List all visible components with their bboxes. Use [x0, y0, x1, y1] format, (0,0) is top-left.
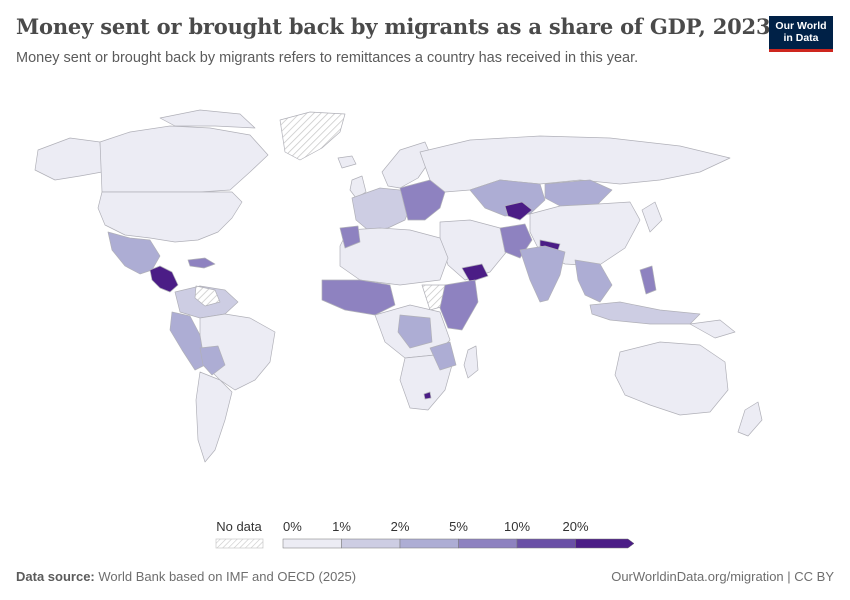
legend-swatch[interactable] [516, 538, 576, 549]
yemen-region[interactable] [461, 263, 489, 283]
scandinavia-region[interactable] [381, 141, 433, 189]
drc-region[interactable] [397, 314, 433, 349]
japan-region[interactable] [641, 201, 663, 233]
russia-region[interactable] [419, 135, 731, 193]
greenland-region[interactable] [279, 111, 346, 161]
southern-cone-region[interactable] [195, 371, 233, 463]
legend-no-data-swatch[interactable] [215, 538, 264, 549]
morocco-region[interactable] [339, 225, 361, 249]
papua-region[interactable] [689, 319, 736, 339]
world-map[interactable] [0, 80, 850, 470]
legend-tick-label: 2% [391, 519, 410, 534]
owid-logo[interactable]: Our World in Data [769, 16, 833, 52]
guianas-region[interactable] [194, 285, 221, 307]
central-america-region[interactable] [149, 265, 179, 293]
tajikistan-region[interactable] [504, 201, 533, 221]
map-legend: No data 0% 1% 2% 5% 10% 20% [215, 519, 635, 549]
legend-no-data-label: No data [216, 519, 262, 534]
source-url[interactable]: OurWorldinData.org/migration | CC BY [611, 569, 834, 584]
canada-region[interactable] [99, 125, 269, 193]
data-source-text[interactable]: World Bank based on IMF and OECD (2025) [98, 569, 357, 584]
alaska-region[interactable] [34, 137, 103, 181]
legend-swatch-arrow[interactable] [575, 538, 635, 549]
data-source-label: Data source: [16, 569, 95, 584]
chart-title: Money sent or brought back by migrants a… [16, 14, 771, 39]
iceland-region[interactable] [337, 155, 357, 169]
caribbean-region[interactable] [187, 257, 216, 269]
arctic-islands-region[interactable] [159, 109, 256, 129]
legend-swatch[interactable] [399, 538, 459, 549]
legend-swatch[interactable] [282, 538, 342, 549]
legend-tick-label: 20% [562, 519, 588, 534]
new-zealand-region[interactable] [737, 401, 763, 437]
mongolia-region[interactable] [544, 179, 613, 207]
legend-swatch[interactable] [341, 538, 401, 549]
logo-line-2: in Data [783, 32, 819, 44]
chart-subtitle: Money sent or brought back by migrants r… [16, 50, 639, 66]
usa-region[interactable] [97, 191, 243, 243]
philippines-region[interactable] [639, 265, 657, 295]
west-africa-region[interactable] [321, 279, 396, 316]
north-africa-region[interactable] [339, 227, 449, 286]
legend-swatch[interactable] [458, 538, 518, 549]
legend-bins: 0% 1% 2% 5% 10% 20% [282, 519, 635, 549]
legend-tick-label: 10% [504, 519, 530, 534]
indonesia-region[interactable] [589, 301, 701, 325]
logo-line-1: Our World [775, 20, 827, 32]
australia-region[interactable] [614, 341, 729, 416]
india-region[interactable] [519, 245, 566, 303]
lesotho-region[interactable] [423, 391, 432, 400]
legend-tick-label: 0% [283, 519, 302, 534]
western-europe-region[interactable] [351, 187, 413, 231]
legend-tick-label: 5% [449, 519, 468, 534]
mozambique-region[interactable] [429, 341, 457, 371]
madagascar-region[interactable] [463, 345, 479, 379]
southeast-asia-region[interactable] [574, 259, 613, 303]
peru-region[interactable] [169, 311, 206, 371]
bolivia-region[interactable] [199, 345, 226, 376]
legend-tick-label: 1% [332, 519, 351, 534]
data-source: Data source: World Bank based on IMF and… [16, 569, 356, 584]
east-africa-region[interactable] [439, 279, 479, 331]
